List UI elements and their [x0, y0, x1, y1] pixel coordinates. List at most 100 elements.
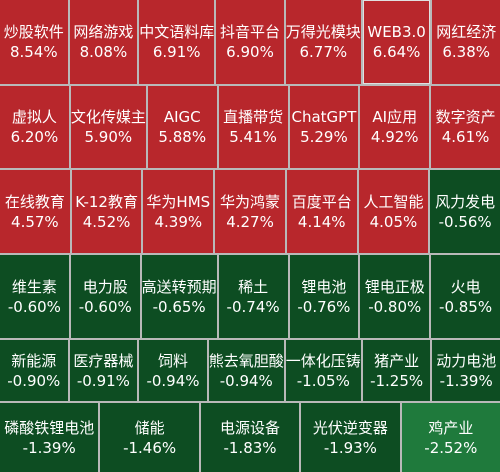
sector-tile[interactable]: 火电 -0.85%	[431, 255, 500, 338]
sector-name: 猪产业	[374, 351, 420, 370]
sector-tile[interactable]: 动力电池 -1.39%	[432, 340, 500, 401]
sector-tile[interactable]: 一体化压铸 -1.05%	[285, 340, 361, 401]
sector-name: 人工智能	[363, 192, 424, 211]
heatmap-row-2: 虚拟人 6.20% 文化传媒主 5.90% AIGC 5.88% 直播带货 5.41% Chat…	[0, 86, 500, 168]
sector-tile[interactable]: 磷酸铁锂电池 -1.39%	[0, 403, 99, 472]
sector-tile[interactable]: 储能 -1.46%	[100, 403, 199, 472]
sector-change-percent: 4.05%	[369, 212, 418, 231]
sector-tile[interactable]: 华为鸿蒙 4.27%	[215, 170, 285, 253]
sector-name: 文化传媒主	[70, 108, 146, 126]
sector-change-percent: 6.91%	[152, 43, 201, 61]
sector-change-percent: 6.20%	[10, 128, 59, 146]
heatmap-row-3: 在线教育 4.57% K-12教育 4.52% 华为HMS 4.39% 华为鸿蒙 4.27% 百…	[0, 170, 500, 253]
sector-tile[interactable]: 风力发电 -0.56%	[430, 170, 500, 253]
sector-name: 中文语料库	[139, 23, 215, 41]
sector-change-percent: -1.39%	[439, 371, 493, 390]
sector-change-percent: 5.90%	[84, 128, 133, 146]
sector-name: 电源设备	[220, 418, 281, 437]
sector-name: 华为HMS	[146, 192, 211, 211]
sector-change-percent: -0.60%	[7, 297, 61, 316]
sector-tile[interactable]: 新能源 -0.90%	[0, 340, 68, 401]
sector-name: K-12教育	[75, 192, 138, 211]
sector-change-percent: -1.93%	[323, 438, 377, 457]
sector-name: 饲料	[157, 351, 188, 370]
sector-tile[interactable]: WEB3.0 6.64%	[362, 0, 431, 84]
sector-tile[interactable]: 饲料 -0.94%	[139, 340, 207, 401]
sector-tile[interactable]: 电源设备 -1.83%	[200, 403, 300, 472]
sector-tile[interactable]: 高送转预期 -0.65%	[141, 255, 217, 338]
sector-change-percent: 4.92%	[370, 128, 419, 146]
sector-change-percent: -0.74%	[226, 297, 280, 316]
sector-tile[interactable]: 鸡产业 -2.52%	[401, 403, 500, 472]
sector-change-percent: 6.77%	[299, 43, 348, 61]
sector-tile[interactable]: 数字资产 4.61%	[431, 86, 500, 168]
sector-change-percent: -1.39%	[22, 438, 76, 457]
sector-change-percent: 6.64%	[372, 43, 421, 61]
sector-change-percent: -1.05%	[296, 371, 350, 390]
sector-tile[interactable]: 稀土 -0.74%	[218, 255, 288, 338]
sector-tile[interactable]: 百度平台 4.14%	[286, 170, 357, 253]
sector-name: 数字资产	[435, 108, 496, 126]
sector-name: 维生素	[11, 277, 57, 296]
sector-tile[interactable]: 炒股软件 8.54%	[0, 0, 68, 84]
sector-tile[interactable]: 万得光模块 6.77%	[285, 0, 361, 84]
sector-tile[interactable]: AI应用 4.92%	[360, 86, 430, 168]
sector-tile[interactable]: 电力股 -0.60%	[70, 255, 140, 338]
sector-name: 虚拟人	[11, 108, 57, 126]
sector-tile[interactable]: K-12教育 4.52%	[71, 170, 142, 253]
sector-tile[interactable]: 锂电正极 -0.80%	[360, 255, 430, 338]
sector-tile[interactable]: 光伏逆变器 -1.93%	[301, 403, 400, 472]
sector-change-percent: -2.52%	[424, 438, 478, 457]
sector-tile[interactable]: 维生素 -0.60%	[0, 255, 69, 338]
sector-name: 医疗器械	[73, 351, 134, 370]
sector-name: 风力发电	[435, 192, 496, 211]
sector-name: ChatGPT	[291, 108, 357, 126]
sector-change-percent: -0.76%	[297, 297, 351, 316]
sector-tile[interactable]: 文化传媒主 5.90%	[70, 86, 146, 168]
sector-change-percent: 5.88%	[158, 128, 207, 146]
sector-tile[interactable]: 网络游戏 8.08%	[69, 0, 138, 84]
sector-tile[interactable]: 网红经济 6.38%	[432, 0, 500, 84]
sector-tile[interactable]: 锂电池 -0.76%	[289, 255, 359, 338]
sector-tile[interactable]: 华为HMS 4.39%	[143, 170, 214, 253]
sector-name: 抖音平台	[219, 23, 280, 41]
sector-tile[interactable]: 虚拟人 6.20%	[0, 86, 69, 168]
sector-name: 储能	[134, 418, 165, 437]
sector-tile[interactable]: 直播带货 5.41%	[218, 86, 288, 168]
sector-change-percent: -0.56%	[438, 212, 492, 231]
sector-change-percent: -1.83%	[223, 438, 277, 457]
sector-change-percent: -0.80%	[368, 297, 422, 316]
sector-name: 直播带货	[223, 108, 284, 126]
sector-tile[interactable]: 人工智能 4.05%	[358, 170, 429, 253]
sector-change-percent: 4.14%	[297, 212, 346, 231]
sector-tile[interactable]: 中文语料库 6.91%	[139, 0, 215, 84]
sector-tile[interactable]: 熊去氧胆酸 -0.94%	[208, 340, 284, 401]
sector-tile[interactable]: ChatGPT 5.29%	[289, 86, 359, 168]
sector-name: 百度平台	[291, 192, 352, 211]
sector-name: 鸡产业	[428, 418, 474, 437]
sector-change-percent: 5.41%	[229, 128, 277, 146]
sector-tile[interactable]: 猪产业 -1.25%	[362, 340, 431, 401]
sector-change-percent: 4.39%	[154, 212, 203, 231]
sector-name: 电力股	[82, 277, 128, 296]
heatmap-row-4: 维生素 -0.60% 电力股 -0.60% 高送转预期 -0.65% 稀土 -0.74% 锂电池…	[0, 255, 500, 338]
sector-name: 磷酸铁锂电池	[4, 418, 95, 437]
sector-name: 万得光模块	[285, 23, 361, 41]
sector-name: AI应用	[372, 108, 418, 126]
heatmap-row-5: 新能源 -0.90% 医疗器械 -0.91% 饲料 -0.94% 熊去氧胆酸 -0.94% 一体…	[0, 340, 500, 401]
sector-name: 高送转预期	[141, 277, 217, 296]
sector-name: 火电	[450, 277, 481, 296]
sector-change-percent: 4.61%	[441, 128, 490, 146]
sector-tile[interactable]: AIGC 5.88%	[147, 86, 217, 168]
sector-tile[interactable]: 在线教育 4.57%	[0, 170, 70, 253]
sector-name: 光伏逆变器	[312, 418, 388, 437]
sector-change-percent: -0.85%	[439, 297, 493, 316]
sector-name: 网络游戏	[73, 23, 134, 41]
sector-change-percent: 8.54%	[9, 43, 58, 61]
sector-tile[interactable]: 医疗器械 -0.91%	[69, 340, 138, 401]
sector-change-percent: 6.38%	[442, 43, 491, 61]
sector-tile[interactable]: 抖音平台 6.90%	[216, 0, 284, 84]
heatmap-row-1: 炒股软件 8.54% 网络游戏 8.08% 中文语料库 6.91% 抖音平台 6.90% 万得光…	[0, 0, 500, 84]
sector-change-percent: -0.90%	[7, 371, 61, 390]
